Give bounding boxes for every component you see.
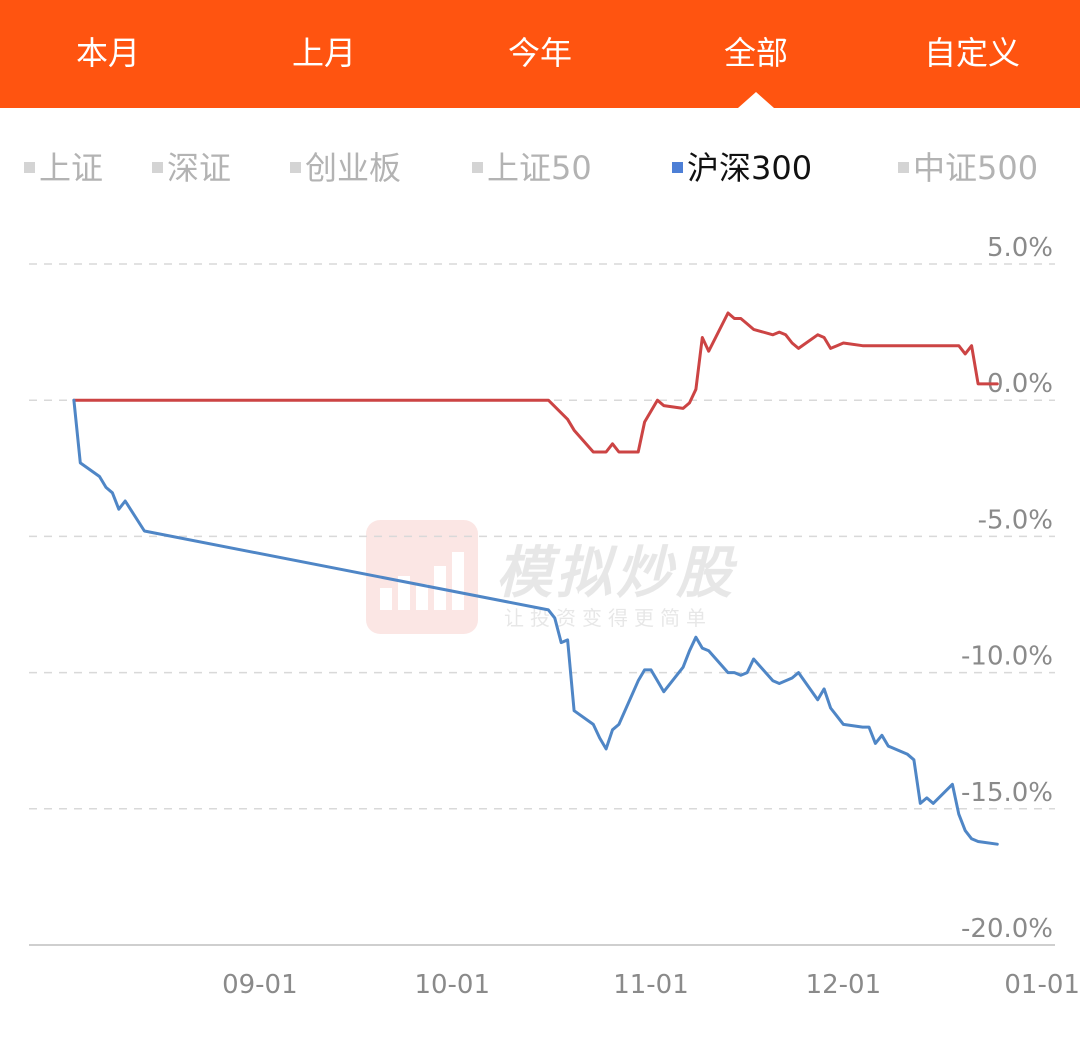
y-tick-label: -5.0%	[978, 505, 1053, 535]
legend-label: 沪深300	[687, 149, 813, 187]
legend-item-csi300[interactable]: 沪深300	[672, 140, 812, 200]
legend-marker	[152, 161, 163, 173]
watermark-subtitle: 让投资变得更简单	[504, 606, 712, 630]
y-tick-label: -20.0%	[961, 914, 1053, 944]
legend-item-shanghai[interactable]: 上证	[24, 140, 103, 200]
tab-all[interactable]: 全部	[723, 34, 788, 72]
csi300-return-line	[72, 398, 999, 846]
portfolio-return-line	[72, 311, 999, 454]
x-tick-label: 12-01	[806, 970, 882, 1000]
legend-item-csi500[interactable]: 中证500	[898, 140, 1038, 200]
y-tick-label: 5.0%	[987, 233, 1053, 263]
y-tick-label: -10.0%	[961, 642, 1053, 672]
legend-label: 上证	[39, 149, 104, 187]
tab-this-year[interactable]: 今年	[507, 34, 572, 72]
legend-marker	[672, 161, 683, 173]
legend-item-shenzhen[interactable]: 深证	[152, 140, 231, 200]
legend-label: 中证500	[913, 149, 1039, 187]
watermark-title: 模拟炒股	[496, 541, 736, 606]
legend-label: 上证50	[487, 149, 592, 187]
return-line-chart: 5.0%0.0%-5.0%-10.0%-15.0%-20.0%09-01 10-0…	[29, 233, 1080, 1000]
tab-this-month[interactable]: 本月	[75, 34, 140, 72]
tab-last-month[interactable]: 上月	[291, 34, 356, 72]
x-tick-label: 10-01	[414, 970, 490, 1000]
legend-marker	[472, 161, 483, 173]
legend-item-sse50[interactable]: 上证50	[472, 140, 592, 200]
x-tick-label: 09-01	[222, 970, 298, 1000]
y-tick-label: -15.0%	[961, 778, 1053, 808]
tab-custom[interactable]: 自定义	[923, 34, 1020, 72]
legend-marker	[24, 161, 35, 173]
x-tick-label: 01-01	[1004, 970, 1080, 1000]
legend-item-chinext[interactable]: 创业板	[290, 140, 401, 200]
legend-marker	[898, 161, 909, 173]
legend-marker	[290, 161, 301, 173]
x-tick-label: 11-01	[613, 970, 689, 1000]
period-tab-bar: 本月 上月 今年 全部 自定义	[0, 0, 1080, 108]
index-legend: 上证 深证 创业板 上证50 沪深300 中证500	[0, 140, 1080, 200]
active-tab-indicator	[738, 92, 774, 108]
legend-label: 深证	[167, 149, 232, 187]
legend-label: 创业板	[305, 149, 402, 187]
